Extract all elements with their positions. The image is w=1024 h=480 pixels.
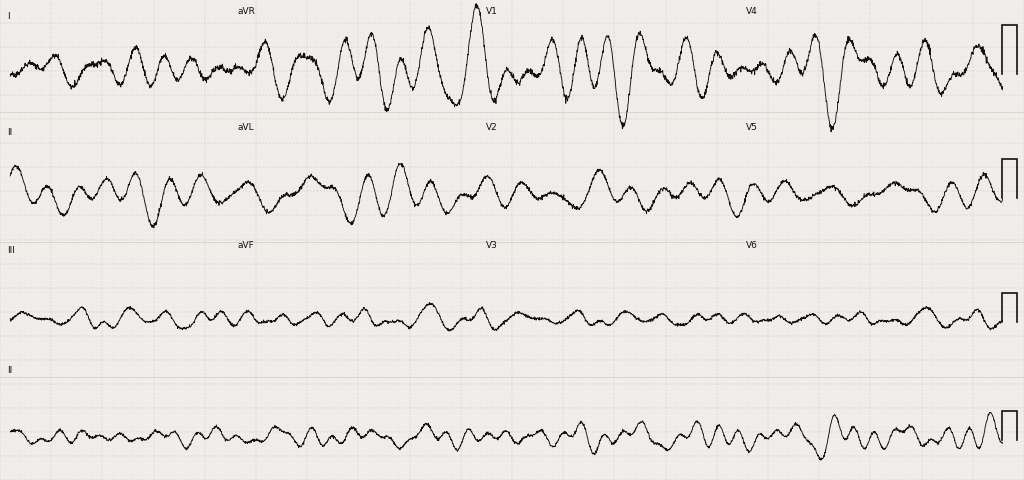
Text: aVR: aVR (238, 7, 255, 16)
Text: V5: V5 (745, 122, 758, 132)
Text: I: I (7, 12, 10, 21)
Text: II: II (7, 127, 12, 136)
Text: V2: V2 (486, 122, 498, 132)
Text: III: III (7, 245, 15, 254)
Text: V6: V6 (745, 240, 758, 249)
Text: II: II (7, 365, 12, 374)
Text: V4: V4 (745, 7, 757, 16)
Text: aVL: aVL (238, 122, 254, 132)
Text: aVF: aVF (238, 240, 254, 249)
Text: V3: V3 (486, 240, 499, 249)
Text: V1: V1 (486, 7, 499, 16)
